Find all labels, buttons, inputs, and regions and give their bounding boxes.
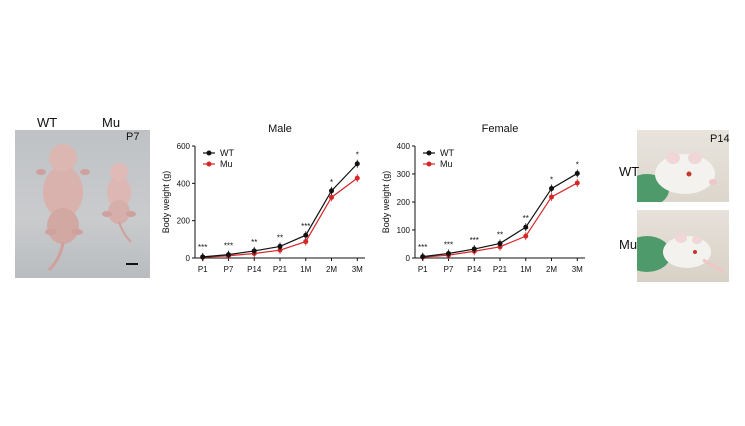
chart-title: Female: [482, 123, 519, 135]
x-tick-label: P14: [247, 265, 262, 274]
legend-marker: [206, 150, 212, 156]
significance-marker: ***: [198, 243, 207, 252]
x-tick-label: 2M: [326, 265, 337, 274]
data-point: [277, 243, 283, 249]
data-point: [200, 254, 206, 260]
data-point: [303, 239, 309, 245]
significance-marker: *: [576, 160, 579, 169]
data-point: [329, 188, 335, 194]
legend-marker: [426, 150, 432, 156]
data-point: [329, 194, 335, 200]
y-tick-label: 400: [397, 142, 411, 151]
x-tick-label: 1M: [300, 265, 311, 274]
photo-panel-p14-mu: [623, 210, 729, 282]
data-point: [445, 251, 451, 257]
significance-marker: **: [497, 230, 503, 239]
y-tick-label: 0: [406, 254, 411, 263]
x-tick-label: P21: [493, 265, 508, 274]
significance-marker: *: [330, 178, 333, 187]
significance-marker: **: [523, 214, 529, 223]
photo-label-age-p7: P7: [126, 131, 140, 143]
x-tick-label: 1M: [520, 265, 531, 274]
y-tick-label: 200: [397, 198, 411, 207]
data-point: [549, 186, 555, 192]
photo-panel-p7: [15, 130, 150, 278]
legend-marker: [206, 161, 212, 167]
photo-label-wt-left: WT: [37, 115, 58, 130]
x-tick-label: P1: [198, 265, 208, 274]
data-point: [303, 232, 309, 238]
x-tick-label: 2M: [546, 265, 557, 274]
pup-photo-p7: [36, 144, 138, 272]
y-tick-label: 600: [177, 142, 191, 151]
y-tick-label: 200: [177, 217, 191, 226]
y-axis-label: Body weight (g): [381, 171, 391, 234]
legend-label: Mu: [440, 159, 453, 169]
data-point: [471, 246, 477, 252]
legend-label: Mu: [220, 159, 233, 169]
significance-marker: ***: [224, 242, 233, 251]
x-tick-label: P1: [418, 265, 428, 274]
legend-label: WT: [220, 148, 234, 158]
data-point: [420, 254, 426, 260]
data-point: [251, 248, 257, 254]
photo-label-wt-right: WT: [619, 164, 640, 179]
data-point: [574, 170, 580, 176]
x-tick-label: P7: [224, 265, 234, 274]
legend-marker: [426, 161, 432, 167]
x-tick-label: P7: [444, 265, 454, 274]
photo-label-mu-left: Mu: [102, 115, 121, 130]
x-tick-label: P14: [467, 265, 482, 274]
x-tick-label: 3M: [572, 265, 583, 274]
x-tick-label: 3M: [352, 265, 363, 274]
scale-bar: [126, 263, 138, 265]
y-tick-label: 100: [397, 226, 411, 235]
significance-marker: *: [356, 151, 359, 160]
y-axis-label: Body weight (g): [161, 171, 171, 234]
significance-marker: **: [277, 233, 283, 242]
data-point: [497, 240, 503, 246]
pup-photo-p14-mu: [623, 233, 724, 274]
chart-male: Male Body weight (g) 0 200 400 600 P1 P7 P14 P21 1…: [161, 123, 365, 274]
significance-marker: ***: [470, 236, 479, 245]
data-point: [523, 224, 529, 230]
significance-marker: ***: [301, 222, 310, 231]
chart-title: Male: [268, 123, 292, 135]
y-tick-label: 300: [397, 170, 411, 179]
data-point: [225, 252, 231, 258]
photo-label-mu-right: Mu: [619, 237, 638, 252]
significance-marker: ***: [418, 243, 427, 252]
significance-marker: **: [251, 238, 257, 247]
x-tick-label: P21: [273, 265, 288, 274]
photo-label-age-p14: P14: [710, 133, 730, 145]
data-point: [354, 161, 360, 167]
y-tick-label: 0: [186, 254, 191, 263]
y-tick-label: 400: [177, 179, 191, 188]
data-point: [523, 233, 529, 239]
significance-marker: ***: [444, 241, 453, 250]
chart-female: Female Body weight (g) 0 100 200 300 400 P1 P7 P1…: [381, 123, 585, 274]
data-point: [354, 175, 360, 181]
significance-marker: *: [550, 176, 553, 185]
data-point: [549, 194, 555, 200]
data-point: [574, 180, 580, 186]
legend-label: WT: [440, 148, 454, 158]
